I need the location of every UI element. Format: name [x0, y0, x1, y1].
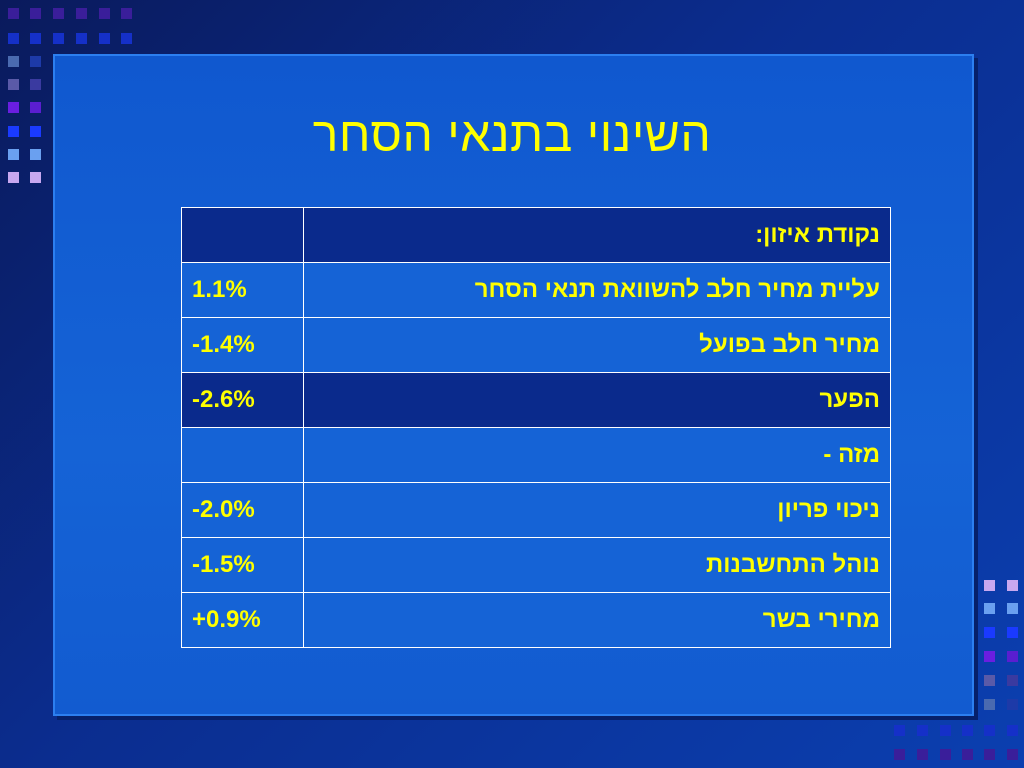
data-table: נקודת איזון: עליית מחיר חלב להשוואת תנאי… — [181, 207, 892, 648]
row-value: -2.0% — [181, 482, 304, 538]
row-label: מחירי בשר — [302, 592, 892, 648]
row-value: 1.1% — [181, 262, 304, 318]
row-value — [181, 207, 304, 263]
row-value: +0.9% — [181, 592, 304, 648]
row-value: -1.5% — [181, 537, 304, 593]
table-row: הפער -2.6% — [181, 372, 892, 428]
row-value: -2.6% — [181, 372, 304, 428]
row-label: נקודת איזון: — [302, 207, 892, 263]
slide-title: השינוי בתנאי הסחר — [312, 109, 712, 162]
table-row: נקודת איזון: — [181, 207, 892, 263]
table-row: מזה - — [181, 427, 892, 483]
row-label: עליית מחיר חלב להשוואת תנאי הסחר — [302, 262, 892, 318]
row-label: מחיר חלב בפועל — [302, 317, 892, 373]
table-row: ניכוי פריון -2.0% — [181, 482, 892, 538]
table-row: מחירי בשר +0.9% — [181, 592, 892, 648]
row-label: הפער — [302, 372, 892, 428]
row-label: נוהל התחשבנות — [302, 537, 892, 593]
row-label: מזה - — [302, 427, 892, 483]
decorative-squares-bottom-right — [880, 575, 1024, 768]
decorative-squares-top-left — [0, 0, 140, 190]
row-value: -1.4% — [181, 317, 304, 373]
row-value — [181, 427, 304, 483]
table-row: עליית מחיר חלב להשוואת תנאי הסחר 1.1% — [181, 262, 892, 318]
row-label: ניכוי פריון — [302, 482, 892, 538]
table-row: מחיר חלב בפועל -1.4% — [181, 317, 892, 373]
table-row: נוהל התחשבנות -1.5% — [181, 537, 892, 593]
